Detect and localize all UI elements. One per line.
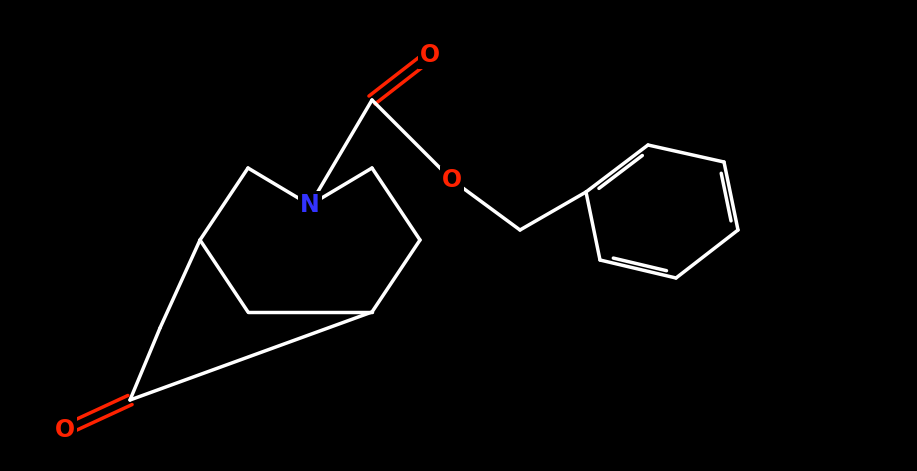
Text: O: O bbox=[55, 418, 75, 442]
Text: O: O bbox=[420, 43, 440, 67]
Text: N: N bbox=[300, 193, 320, 217]
Text: O: O bbox=[442, 168, 462, 192]
